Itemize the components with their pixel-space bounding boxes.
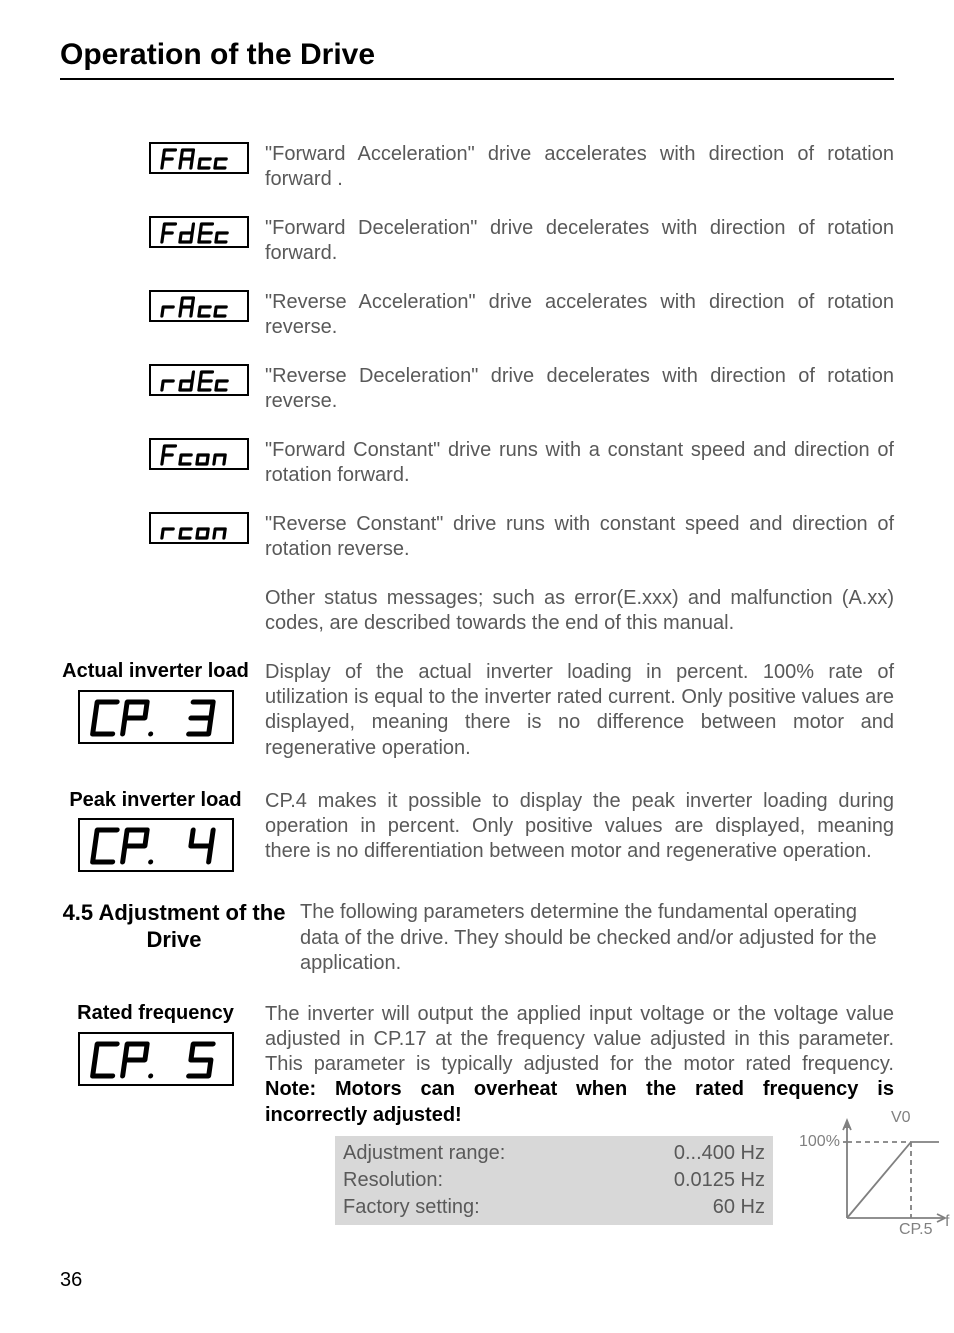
cp5-adjustment-block: Adjustment range: 0...400 Hz Resolution:… <box>60 1136 894 1241</box>
section-intro: The following parameters determine the f… <box>300 900 894 976</box>
adj-key: Resolution: <box>343 1167 443 1194</box>
param-desc: CP.4 makes it possible to display the pe… <box>265 789 894 865</box>
param-icon-cp3 <box>78 690 234 744</box>
graph-xtitle: CP.5 <box>899 1221 933 1236</box>
adj-key: Adjustment range: <box>343 1140 505 1167</box>
param-desc: Display of the actual inverter loading i… <box>265 660 894 761</box>
table-row: Resolution: 0.0125 Hz <box>343 1167 765 1194</box>
param-label: Actual inverter load <box>60 660 251 684</box>
cp5-graph: V0 100% f CP.5 <box>791 1108 954 1241</box>
status-desc: "Reverse Deceleration" drive decelerates… <box>265 364 894 414</box>
param-icon-cp4 <box>78 818 234 872</box>
status-desc: "Reverse Constant" drive runs with const… <box>265 512 894 562</box>
adj-val: 60 Hz <box>713 1194 765 1221</box>
param-label: Peak inverter load <box>60 789 251 813</box>
status-desc: "Forward Constant" drive runs with a con… <box>265 438 894 488</box>
section-heading: 4.5 Adjustment of the Drive <box>60 900 288 953</box>
status-row: "Forward Constant" drive runs with a con… <box>60 438 894 488</box>
page-title: Operation of the Drive <box>60 38 894 72</box>
section-head: 4.5 Adjustment of the Drive The followin… <box>60 900 894 976</box>
status-icon-fcon <box>149 438 249 470</box>
status-row: "Reverse Acceleration" drive accelerates… <box>60 290 894 340</box>
cp5-desc-pre: The inverter will output the applied inp… <box>265 1003 894 1075</box>
adj-key: Factory setting: <box>343 1194 480 1221</box>
status-icon-fdec <box>149 216 249 248</box>
title-rule <box>60 78 894 80</box>
status-row: "Forward Acceleration" drive accelerates… <box>60 142 894 192</box>
adj-val: 0.0125 Hz <box>674 1167 765 1194</box>
param-row-cp3: Actual inverter load <box>60 660 894 761</box>
graph-xlabel: f <box>945 1213 950 1230</box>
status-note: Other status messages; such as error(E.x… <box>265 586 894 636</box>
param-label: Rated frequency <box>60 1002 251 1026</box>
status-note-row: Other status messages; such as error(E.x… <box>60 586 894 636</box>
graph-ytick: 100% <box>799 1133 840 1150</box>
status-row: "Forward Deceleration" drive decelerates… <box>60 216 894 266</box>
status-row: "Reverse Constant" drive runs with const… <box>60 512 894 562</box>
param-row-cp4: Peak inverter load CP.4 makes it possibl… <box>60 789 894 873</box>
status-icon-facc <box>149 142 249 174</box>
page-number: 36 <box>60 1269 894 1292</box>
param-icon-cp5 <box>78 1032 234 1086</box>
adj-val: 0...400 Hz <box>674 1140 765 1167</box>
status-desc: "Forward Deceleration" drive decelerates… <box>265 216 894 266</box>
status-row: "Reverse Deceleration" drive decelerates… <box>60 364 894 414</box>
table-row: Factory setting: 60 Hz <box>343 1194 765 1221</box>
status-icon-rdec <box>149 364 249 396</box>
status-desc: "Forward Acceleration" drive accelerates… <box>265 142 894 192</box>
status-desc: "Reverse Acceleration" drive accelerates… <box>265 290 894 340</box>
param-row-cp5: Rated frequency The inverter will out <box>60 1002 894 1128</box>
graph-ylabel: V0 <box>891 1109 911 1126</box>
table-row: Adjustment range: 0...400 Hz <box>343 1140 765 1167</box>
status-icon-racc <box>149 290 249 322</box>
cp5-adj-table: Adjustment range: 0...400 Hz Resolution:… <box>335 1136 773 1225</box>
status-icon-rcon <box>149 512 249 544</box>
